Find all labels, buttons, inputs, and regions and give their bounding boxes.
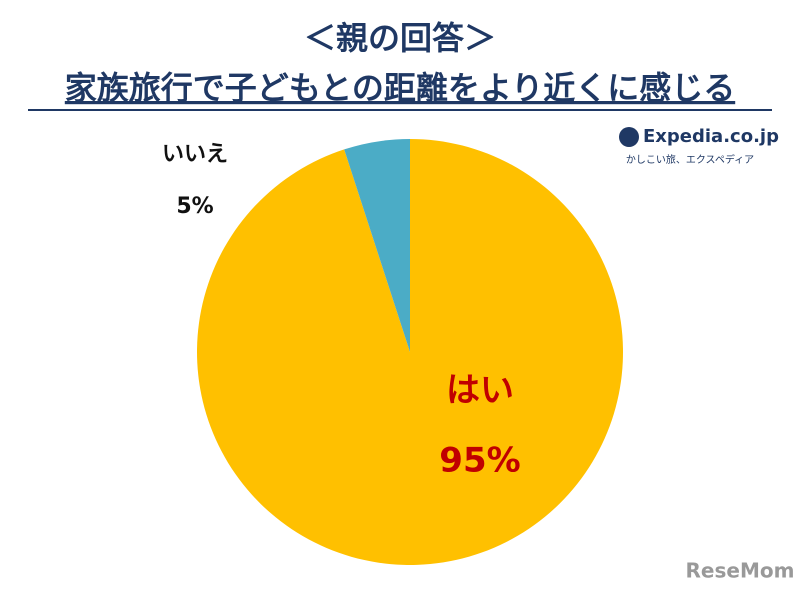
pie-slice xyxy=(344,139,410,352)
value-label: 95% xyxy=(439,441,520,481)
chart-title: ＜親の回答＞ xyxy=(304,19,496,57)
logo-icon xyxy=(619,127,639,147)
logo: Expedia.co.jp xyxy=(643,126,779,147)
chart-subtitle: 家族旅行で子どもとの距離をより近くに感じる xyxy=(65,69,735,107)
value-label: 5% xyxy=(176,194,213,219)
logo-tagline: かしこい旅、エクスペディア xyxy=(626,153,754,166)
slice-label: いいえ xyxy=(162,142,228,167)
watermark: ReseMom xyxy=(686,559,795,583)
slice-label: はい xyxy=(446,371,514,411)
